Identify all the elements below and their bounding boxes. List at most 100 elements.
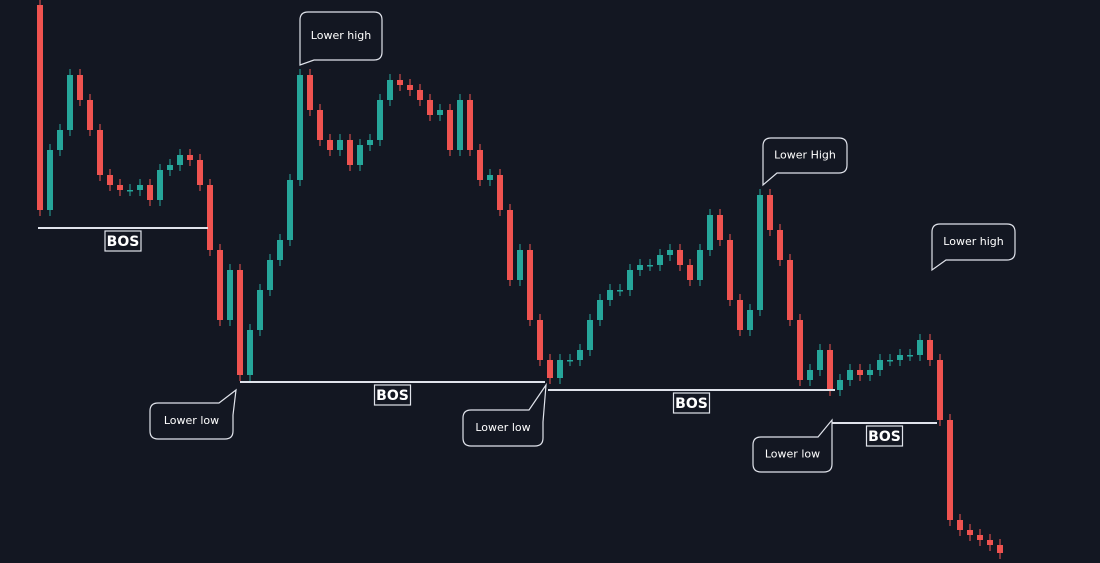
candle-body <box>667 250 673 255</box>
candle-body <box>997 545 1003 553</box>
candle-body <box>397 80 403 85</box>
candle-body <box>377 100 383 140</box>
callout-label: Lower low <box>475 421 530 434</box>
candle-body <box>437 110 443 115</box>
candle-body <box>207 185 213 250</box>
candle-body <box>837 380 843 390</box>
bos-box <box>865 425 904 447</box>
candle-body <box>557 360 563 378</box>
bos-label: BOS <box>107 234 140 250</box>
bos-box <box>373 384 412 406</box>
candle-body <box>187 155 193 160</box>
candle-body <box>687 265 693 280</box>
candle-body <box>217 250 223 320</box>
candle-body <box>817 350 823 370</box>
candle-body <box>647 265 653 267</box>
candle-body <box>237 270 243 375</box>
candle-body <box>277 240 283 260</box>
candle-body <box>127 190 133 192</box>
bos-label: BOS <box>675 396 708 412</box>
candle-body <box>737 300 743 330</box>
candle-body <box>887 360 893 362</box>
callout-box <box>931 223 1016 272</box>
candle-body <box>987 540 993 545</box>
candle-body <box>507 210 513 280</box>
callout-box <box>752 418 833 473</box>
candle-body <box>627 270 633 290</box>
candle-body <box>717 215 723 240</box>
candle-body <box>807 370 813 380</box>
candle-body <box>197 160 203 185</box>
candle-body <box>847 370 853 380</box>
candle-body <box>487 175 493 180</box>
candle-body <box>477 150 483 180</box>
candle-body <box>267 260 273 290</box>
candle-body <box>637 265 643 270</box>
bos-label: BOS <box>376 388 409 404</box>
candle-body <box>247 330 253 375</box>
candle-body <box>757 195 763 310</box>
candle-body <box>357 145 363 165</box>
candle-body <box>137 185 143 190</box>
candle-body <box>107 175 113 185</box>
callout-box <box>299 11 383 66</box>
candle-body <box>587 320 593 350</box>
bos-box <box>104 230 142 252</box>
candle-body <box>167 165 173 170</box>
candle-body <box>387 80 393 100</box>
candle-body <box>527 250 533 320</box>
callout-box <box>762 137 848 187</box>
candle-body <box>427 100 433 115</box>
callout-box <box>462 382 547 447</box>
bos-box <box>672 392 711 414</box>
candle-body <box>227 270 233 320</box>
candle-body <box>707 215 713 250</box>
candle-body <box>907 355 913 357</box>
candle-body <box>347 140 353 165</box>
candle-body <box>697 250 703 280</box>
candle-body <box>367 140 373 145</box>
candle-body <box>957 520 963 530</box>
candle-body <box>257 290 263 330</box>
candle-body <box>447 110 453 150</box>
candle-body <box>327 140 333 150</box>
callout-label: Lower low <box>164 414 219 427</box>
candle-body <box>287 180 293 240</box>
candle-body <box>747 310 753 330</box>
candle-body <box>297 75 303 180</box>
candle-body <box>877 360 883 370</box>
callout-label: Lower High <box>774 149 836 162</box>
callout-label: Lower low <box>765 448 820 461</box>
candle-body <box>97 130 103 175</box>
candle-body <box>77 75 83 100</box>
candle-body <box>67 75 73 130</box>
candle-body <box>577 350 583 360</box>
candle-body <box>617 290 623 292</box>
candle-body <box>47 150 53 210</box>
candle-body <box>777 230 783 260</box>
callout-box <box>149 388 237 440</box>
candle-body <box>117 185 123 190</box>
candle-body <box>867 370 873 375</box>
candle-body <box>857 370 863 375</box>
candle-body <box>657 255 663 265</box>
candle-body <box>927 340 933 360</box>
candle-body <box>597 300 603 320</box>
candle-body <box>787 260 793 320</box>
candle-body <box>37 5 43 210</box>
candle-body <box>497 175 503 210</box>
candle-body <box>677 250 683 265</box>
candle-body <box>537 320 543 360</box>
candle-body <box>967 530 973 535</box>
candle-body <box>157 170 163 200</box>
candle-body <box>307 75 313 110</box>
candle-body <box>177 155 183 165</box>
candle-body <box>547 360 553 378</box>
bos-label: BOS <box>868 429 901 445</box>
candle-body <box>917 340 923 355</box>
candle-body <box>337 140 343 150</box>
candle-body <box>147 185 153 200</box>
candle-body <box>897 355 903 360</box>
